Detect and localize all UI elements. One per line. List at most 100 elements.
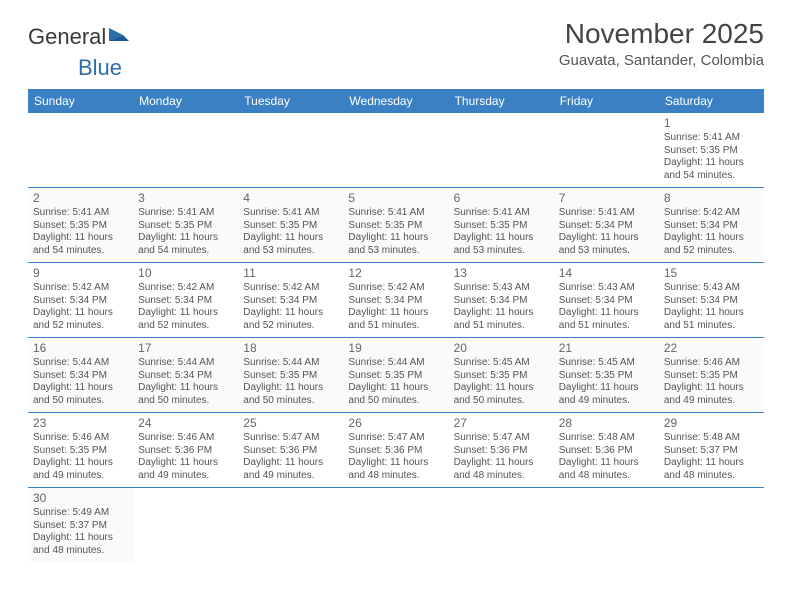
day-number: 10: [138, 266, 233, 281]
daylight-line: Daylight: 11 hours and 50 minutes.: [243, 382, 338, 407]
daylight-line: Daylight: 11 hours and 53 minutes.: [243, 232, 338, 257]
logo: General: [28, 18, 132, 50]
sunset-line: Sunset: 5:34 PM: [33, 295, 128, 308]
calendar-page: General November 2025 Guavata, Santander…: [0, 0, 792, 580]
weekday-mon: Monday: [133, 89, 238, 113]
daylight-line: Daylight: 11 hours and 51 minutes.: [454, 307, 549, 332]
sunrise-line: Sunrise: 5:44 AM: [348, 357, 443, 370]
sunset-line: Sunset: 5:35 PM: [348, 370, 443, 383]
weekday-sun: Sunday: [28, 89, 133, 113]
weekday-wed: Wednesday: [343, 89, 448, 113]
empty-cell: [28, 113, 133, 187]
day-number: 13: [454, 266, 549, 281]
day-number: 3: [138, 191, 233, 206]
empty-cell: [449, 113, 554, 187]
week-row: 30Sunrise: 5:49 AMSunset: 5:37 PMDayligh…: [28, 488, 764, 562]
day-number: 11: [243, 266, 338, 281]
week-row: 16Sunrise: 5:44 AMSunset: 5:34 PMDayligh…: [28, 338, 764, 413]
daylight-line: Daylight: 11 hours and 48 minutes.: [33, 532, 128, 557]
day-cell: 21Sunrise: 5:45 AMSunset: 5:35 PMDayligh…: [554, 338, 659, 412]
daylight-line: Daylight: 11 hours and 53 minutes.: [348, 232, 443, 257]
day-cell: 14Sunrise: 5:43 AMSunset: 5:34 PMDayligh…: [554, 263, 659, 337]
empty-cell: [133, 113, 238, 187]
week-row: 9Sunrise: 5:42 AMSunset: 5:34 PMDaylight…: [28, 263, 764, 338]
month-title: November 2025: [559, 18, 764, 50]
day-number: 21: [559, 341, 654, 356]
sunrise-line: Sunrise: 5:43 AM: [454, 282, 549, 295]
sunrise-line: Sunrise: 5:41 AM: [454, 207, 549, 220]
day-number: 22: [664, 341, 759, 356]
sunset-line: Sunset: 5:34 PM: [138, 295, 233, 308]
weekday-thu: Thursday: [449, 89, 554, 113]
sunrise-line: Sunrise: 5:46 AM: [138, 432, 233, 445]
day-number: 18: [243, 341, 338, 356]
sunset-line: Sunset: 5:35 PM: [243, 220, 338, 233]
sunset-line: Sunset: 5:37 PM: [664, 445, 759, 458]
day-cell: 6Sunrise: 5:41 AMSunset: 5:35 PMDaylight…: [449, 188, 554, 262]
daylight-line: Daylight: 11 hours and 49 minutes.: [243, 457, 338, 482]
sunset-line: Sunset: 5:34 PM: [559, 295, 654, 308]
day-cell: 25Sunrise: 5:47 AMSunset: 5:36 PMDayligh…: [238, 413, 343, 487]
flag-icon: [108, 24, 130, 50]
empty-cell: [343, 113, 448, 187]
daylight-line: Daylight: 11 hours and 51 minutes.: [348, 307, 443, 332]
sunrise-line: Sunrise: 5:46 AM: [33, 432, 128, 445]
day-number: 30: [33, 491, 128, 506]
daylight-line: Daylight: 11 hours and 48 minutes.: [348, 457, 443, 482]
title-block: November 2025 Guavata, Santander, Colomb…: [559, 18, 764, 69]
day-number: 7: [559, 191, 654, 206]
daylight-line: Daylight: 11 hours and 53 minutes.: [559, 232, 654, 257]
daylight-line: Daylight: 11 hours and 50 minutes.: [454, 382, 549, 407]
day-number: 14: [559, 266, 654, 281]
day-number: 16: [33, 341, 128, 356]
daylight-line: Daylight: 11 hours and 50 minutes.: [33, 382, 128, 407]
day-number: 12: [348, 266, 443, 281]
daylight-line: Daylight: 11 hours and 52 minutes.: [664, 232, 759, 257]
sunrise-line: Sunrise: 5:41 AM: [559, 207, 654, 220]
week-row: 23Sunrise: 5:46 AMSunset: 5:35 PMDayligh…: [28, 413, 764, 488]
day-number: 9: [33, 266, 128, 281]
day-cell: 5Sunrise: 5:41 AMSunset: 5:35 PMDaylight…: [343, 188, 448, 262]
day-cell: 10Sunrise: 5:42 AMSunset: 5:34 PMDayligh…: [133, 263, 238, 337]
sunrise-line: Sunrise: 5:42 AM: [33, 282, 128, 295]
day-number: 29: [664, 416, 759, 431]
day-cell: 27Sunrise: 5:47 AMSunset: 5:36 PMDayligh…: [449, 413, 554, 487]
sunset-line: Sunset: 5:35 PM: [243, 370, 338, 383]
day-cell: 9Sunrise: 5:42 AMSunset: 5:34 PMDaylight…: [28, 263, 133, 337]
week-row: 1Sunrise: 5:41 AMSunset: 5:35 PMDaylight…: [28, 113, 764, 188]
empty-cell: [133, 488, 238, 562]
daylight-line: Daylight: 11 hours and 54 minutes.: [138, 232, 233, 257]
location: Guavata, Santander, Colombia: [559, 52, 764, 69]
sunset-line: Sunset: 5:35 PM: [33, 220, 128, 233]
daylight-line: Daylight: 11 hours and 54 minutes.: [664, 157, 759, 182]
sunset-line: Sunset: 5:35 PM: [454, 370, 549, 383]
sunset-line: Sunset: 5:36 PM: [138, 445, 233, 458]
day-cell: 2Sunrise: 5:41 AMSunset: 5:35 PMDaylight…: [28, 188, 133, 262]
day-number: 20: [454, 341, 549, 356]
sunrise-line: Sunrise: 5:44 AM: [243, 357, 338, 370]
daylight-line: Daylight: 11 hours and 49 minutes.: [138, 457, 233, 482]
day-number: 17: [138, 341, 233, 356]
empty-cell: [449, 488, 554, 562]
sunset-line: Sunset: 5:35 PM: [559, 370, 654, 383]
day-number: 23: [33, 416, 128, 431]
day-cell: 18Sunrise: 5:44 AMSunset: 5:35 PMDayligh…: [238, 338, 343, 412]
weekday-sat: Saturday: [659, 89, 764, 113]
daylight-line: Daylight: 11 hours and 52 minutes.: [138, 307, 233, 332]
sunset-line: Sunset: 5:35 PM: [138, 220, 233, 233]
sunrise-line: Sunrise: 5:47 AM: [454, 432, 549, 445]
sunset-line: Sunset: 5:35 PM: [664, 145, 759, 158]
day-cell: 23Sunrise: 5:46 AMSunset: 5:35 PMDayligh…: [28, 413, 133, 487]
sunrise-line: Sunrise: 5:41 AM: [33, 207, 128, 220]
day-number: 25: [243, 416, 338, 431]
daylight-line: Daylight: 11 hours and 54 minutes.: [33, 232, 128, 257]
sunset-line: Sunset: 5:34 PM: [664, 220, 759, 233]
sunrise-line: Sunrise: 5:47 AM: [348, 432, 443, 445]
weeks-grid: 1Sunrise: 5:41 AMSunset: 5:35 PMDaylight…: [28, 113, 764, 562]
sunset-line: Sunset: 5:36 PM: [348, 445, 443, 458]
sunrise-line: Sunrise: 5:42 AM: [243, 282, 338, 295]
sunrise-line: Sunrise: 5:43 AM: [664, 282, 759, 295]
sunset-line: Sunset: 5:36 PM: [559, 445, 654, 458]
day-cell: 20Sunrise: 5:45 AMSunset: 5:35 PMDayligh…: [449, 338, 554, 412]
sunrise-line: Sunrise: 5:45 AM: [559, 357, 654, 370]
